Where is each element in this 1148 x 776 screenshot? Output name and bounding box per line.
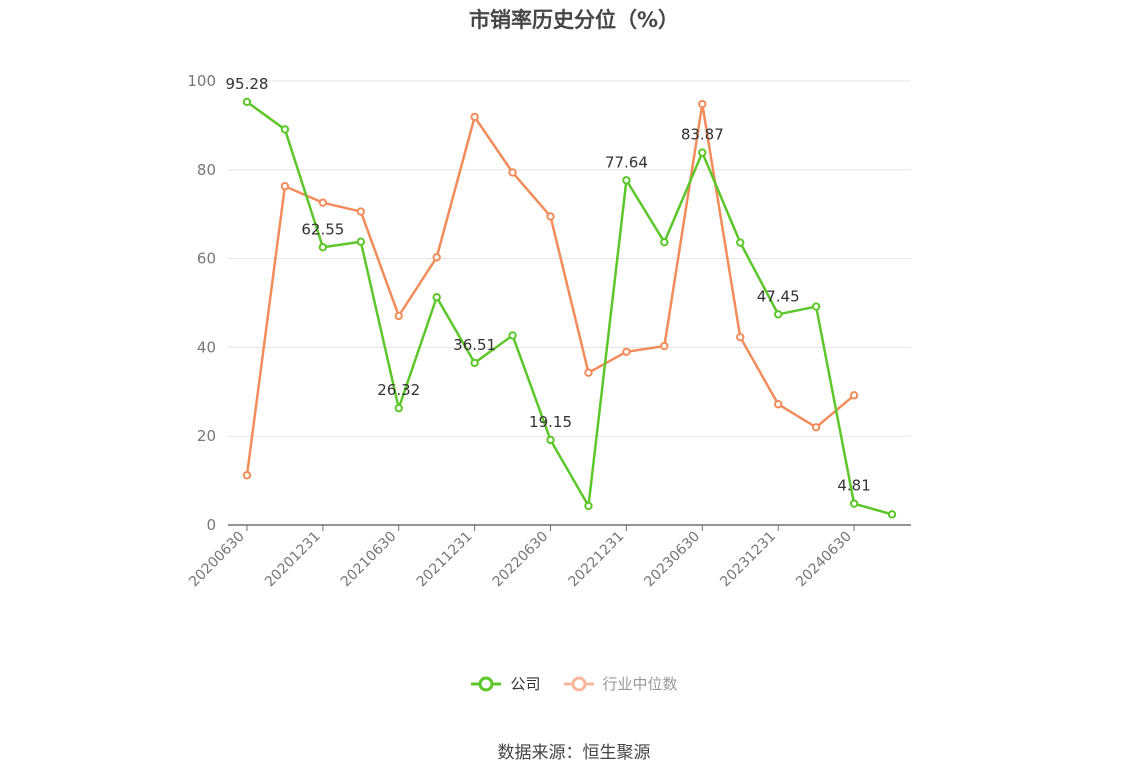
x-tick-label: 20210630 xyxy=(338,529,400,591)
y-tick-label: 60 xyxy=(197,250,216,268)
data-label: 95.28 xyxy=(225,75,268,93)
data-point xyxy=(280,125,290,134)
data-point xyxy=(546,212,555,221)
data-point xyxy=(394,403,403,413)
data-point xyxy=(432,293,441,302)
line-chart: 0 20 40 60 80 100 20200630 20201231 20210630 2021… xyxy=(186,72,911,590)
data-point xyxy=(622,347,631,357)
data-point xyxy=(811,302,821,311)
y-tick-label: 0 xyxy=(206,516,216,534)
data-point xyxy=(242,97,252,107)
data-point xyxy=(849,499,859,508)
data-point xyxy=(394,311,403,321)
data-label: 19.15 xyxy=(529,413,572,431)
legend-label-company: 公司 xyxy=(510,675,541,693)
data-label: 36.51 xyxy=(453,336,496,354)
legend-item-company[interactable]: 公司 xyxy=(470,673,541,694)
x-tick-label: 20220630 xyxy=(490,529,552,591)
data-point xyxy=(698,99,707,109)
data-label: 26.32 xyxy=(377,381,420,399)
data-point xyxy=(736,238,745,247)
x-tick-label: 20231231 xyxy=(717,529,779,591)
series-line xyxy=(246,100,893,516)
data-point xyxy=(318,198,328,207)
data-point xyxy=(887,510,897,519)
data-point xyxy=(470,358,479,368)
data-point xyxy=(432,253,441,262)
data-point xyxy=(242,471,252,480)
data-label: 4.81 xyxy=(837,477,870,495)
x-tick-label: 20221231 xyxy=(566,529,628,591)
data-point xyxy=(584,368,593,377)
data-point xyxy=(356,207,366,216)
data-label: 62.55 xyxy=(301,220,344,238)
data-point xyxy=(849,391,859,400)
legend-marker-industry-median xyxy=(563,676,594,691)
data-label: 83.87 xyxy=(681,126,724,144)
y-tick-label: 80 xyxy=(197,161,216,179)
data-point xyxy=(773,400,783,409)
data-point xyxy=(584,501,593,511)
data-point xyxy=(280,182,290,191)
legend: 公司 行业中位数 xyxy=(0,673,1148,694)
data-point xyxy=(736,332,745,342)
data-source: 数据来源：恒生聚源 xyxy=(497,743,651,763)
y-tick-label: 20 xyxy=(197,427,216,445)
data-point xyxy=(356,237,366,246)
data-point xyxy=(470,112,479,122)
legend-label-industry-median: 行业中位数 xyxy=(602,675,678,693)
series-lines xyxy=(242,97,897,519)
data-point xyxy=(546,435,555,445)
x-tick-label: 20201231 xyxy=(262,529,324,591)
data-labels: 95.28 62.55 26.32 36.51 19.15 77.64 83.87 47.45… xyxy=(225,75,870,495)
x-tick-label: 20230630 xyxy=(641,529,703,591)
legend-item-industry-median[interactable]: 行业中位数 xyxy=(563,673,678,694)
x-tick-label: 20211231 xyxy=(414,529,476,591)
legend-marker-company xyxy=(471,676,502,691)
x-tick-label: 20240630 xyxy=(793,529,855,591)
data-point xyxy=(508,331,517,340)
y-tick-label: 100 xyxy=(187,72,216,90)
x-tick-label: 20200630 xyxy=(186,529,248,591)
data-label: 77.64 xyxy=(605,153,648,171)
data-point xyxy=(773,310,783,319)
data-point xyxy=(318,243,328,252)
y-tick-label: 40 xyxy=(197,338,216,356)
data-point xyxy=(660,341,669,351)
data-point xyxy=(811,423,821,432)
data-point xyxy=(508,168,517,177)
data-point xyxy=(622,176,631,185)
data-label: 47.45 xyxy=(757,287,800,305)
axes: 0 20 40 60 80 100 20200630 20201231 20210630 2021… xyxy=(186,72,911,590)
chart-title: 市销率历史分位（%） xyxy=(468,8,680,32)
grid-lines xyxy=(228,80,911,437)
data-point xyxy=(698,148,707,157)
data-point xyxy=(660,237,669,247)
